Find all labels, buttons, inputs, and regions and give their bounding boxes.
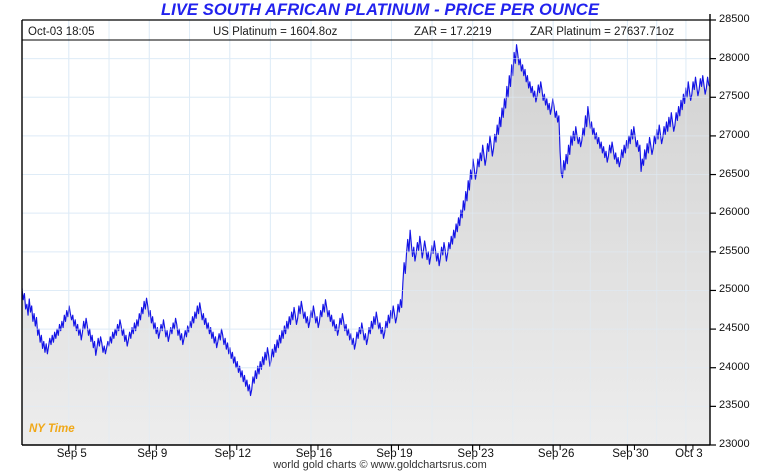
timezone-note: NY Time <box>29 423 75 435</box>
header-us-platinum: US Platinum = 1604.8oz <box>213 26 338 38</box>
y-axis-tick-label: 24500 <box>719 322 750 335</box>
x-axis-tick-label: Sep 23 <box>457 448 494 460</box>
x-axis-tick-label: Sep 5 <box>56 448 87 460</box>
x-axis-tick-label: Sep 16 <box>295 448 333 460</box>
y-axis-tick-label: 23500 <box>719 399 750 412</box>
y-axis-tick-label: 23000 <box>719 438 750 450</box>
y-axis-tick-label: 28000 <box>719 51 750 64</box>
y-axis-tick-label: 24000 <box>719 360 750 373</box>
footer-credit: world gold charts © www.goldchartsrus.co… <box>273 459 487 471</box>
y-axis-tick-label: 26000 <box>719 206 750 219</box>
y-axis-tick-label: 28500 <box>719 13 750 25</box>
y-axis-tick-label: 26500 <box>719 167 750 180</box>
price-line <box>22 44 710 397</box>
header-zar-platinum: ZAR Platinum = 27637.71oz <box>530 26 675 38</box>
x-axis-ticks <box>68 445 694 451</box>
header-zar-rate: ZAR = 17.2219 <box>414 26 492 38</box>
y-axis-ticks <box>710 19 716 446</box>
price-area-fill <box>22 44 710 445</box>
x-axis-tick-label: Sep 9 <box>137 448 168 460</box>
y-axis-tick-label: 27500 <box>719 90 750 103</box>
chart-title: LIVE SOUTH AFRICAN PLATINUM - PRICE PER … <box>160 1 600 19</box>
x-axis-tick-label: Sep 26 <box>537 448 575 460</box>
y-axis-tick-label: 25000 <box>719 283 750 296</box>
price-series <box>22 44 710 445</box>
y-axis-tick-label: 27000 <box>719 128 750 141</box>
x-axis-tick-label: Sep 19 <box>376 448 413 460</box>
x-axis-tick-label: Sep 30 <box>612 448 649 460</box>
header-datetime: Oct-03 18:05 <box>28 26 95 38</box>
x-axis-tick-label: Sep 12 <box>214 448 251 460</box>
y-axis-tick-label: 25500 <box>719 244 750 257</box>
grid-overlay <box>22 20 710 445</box>
x-axis-tick-label: Oct 3 <box>675 448 703 460</box>
